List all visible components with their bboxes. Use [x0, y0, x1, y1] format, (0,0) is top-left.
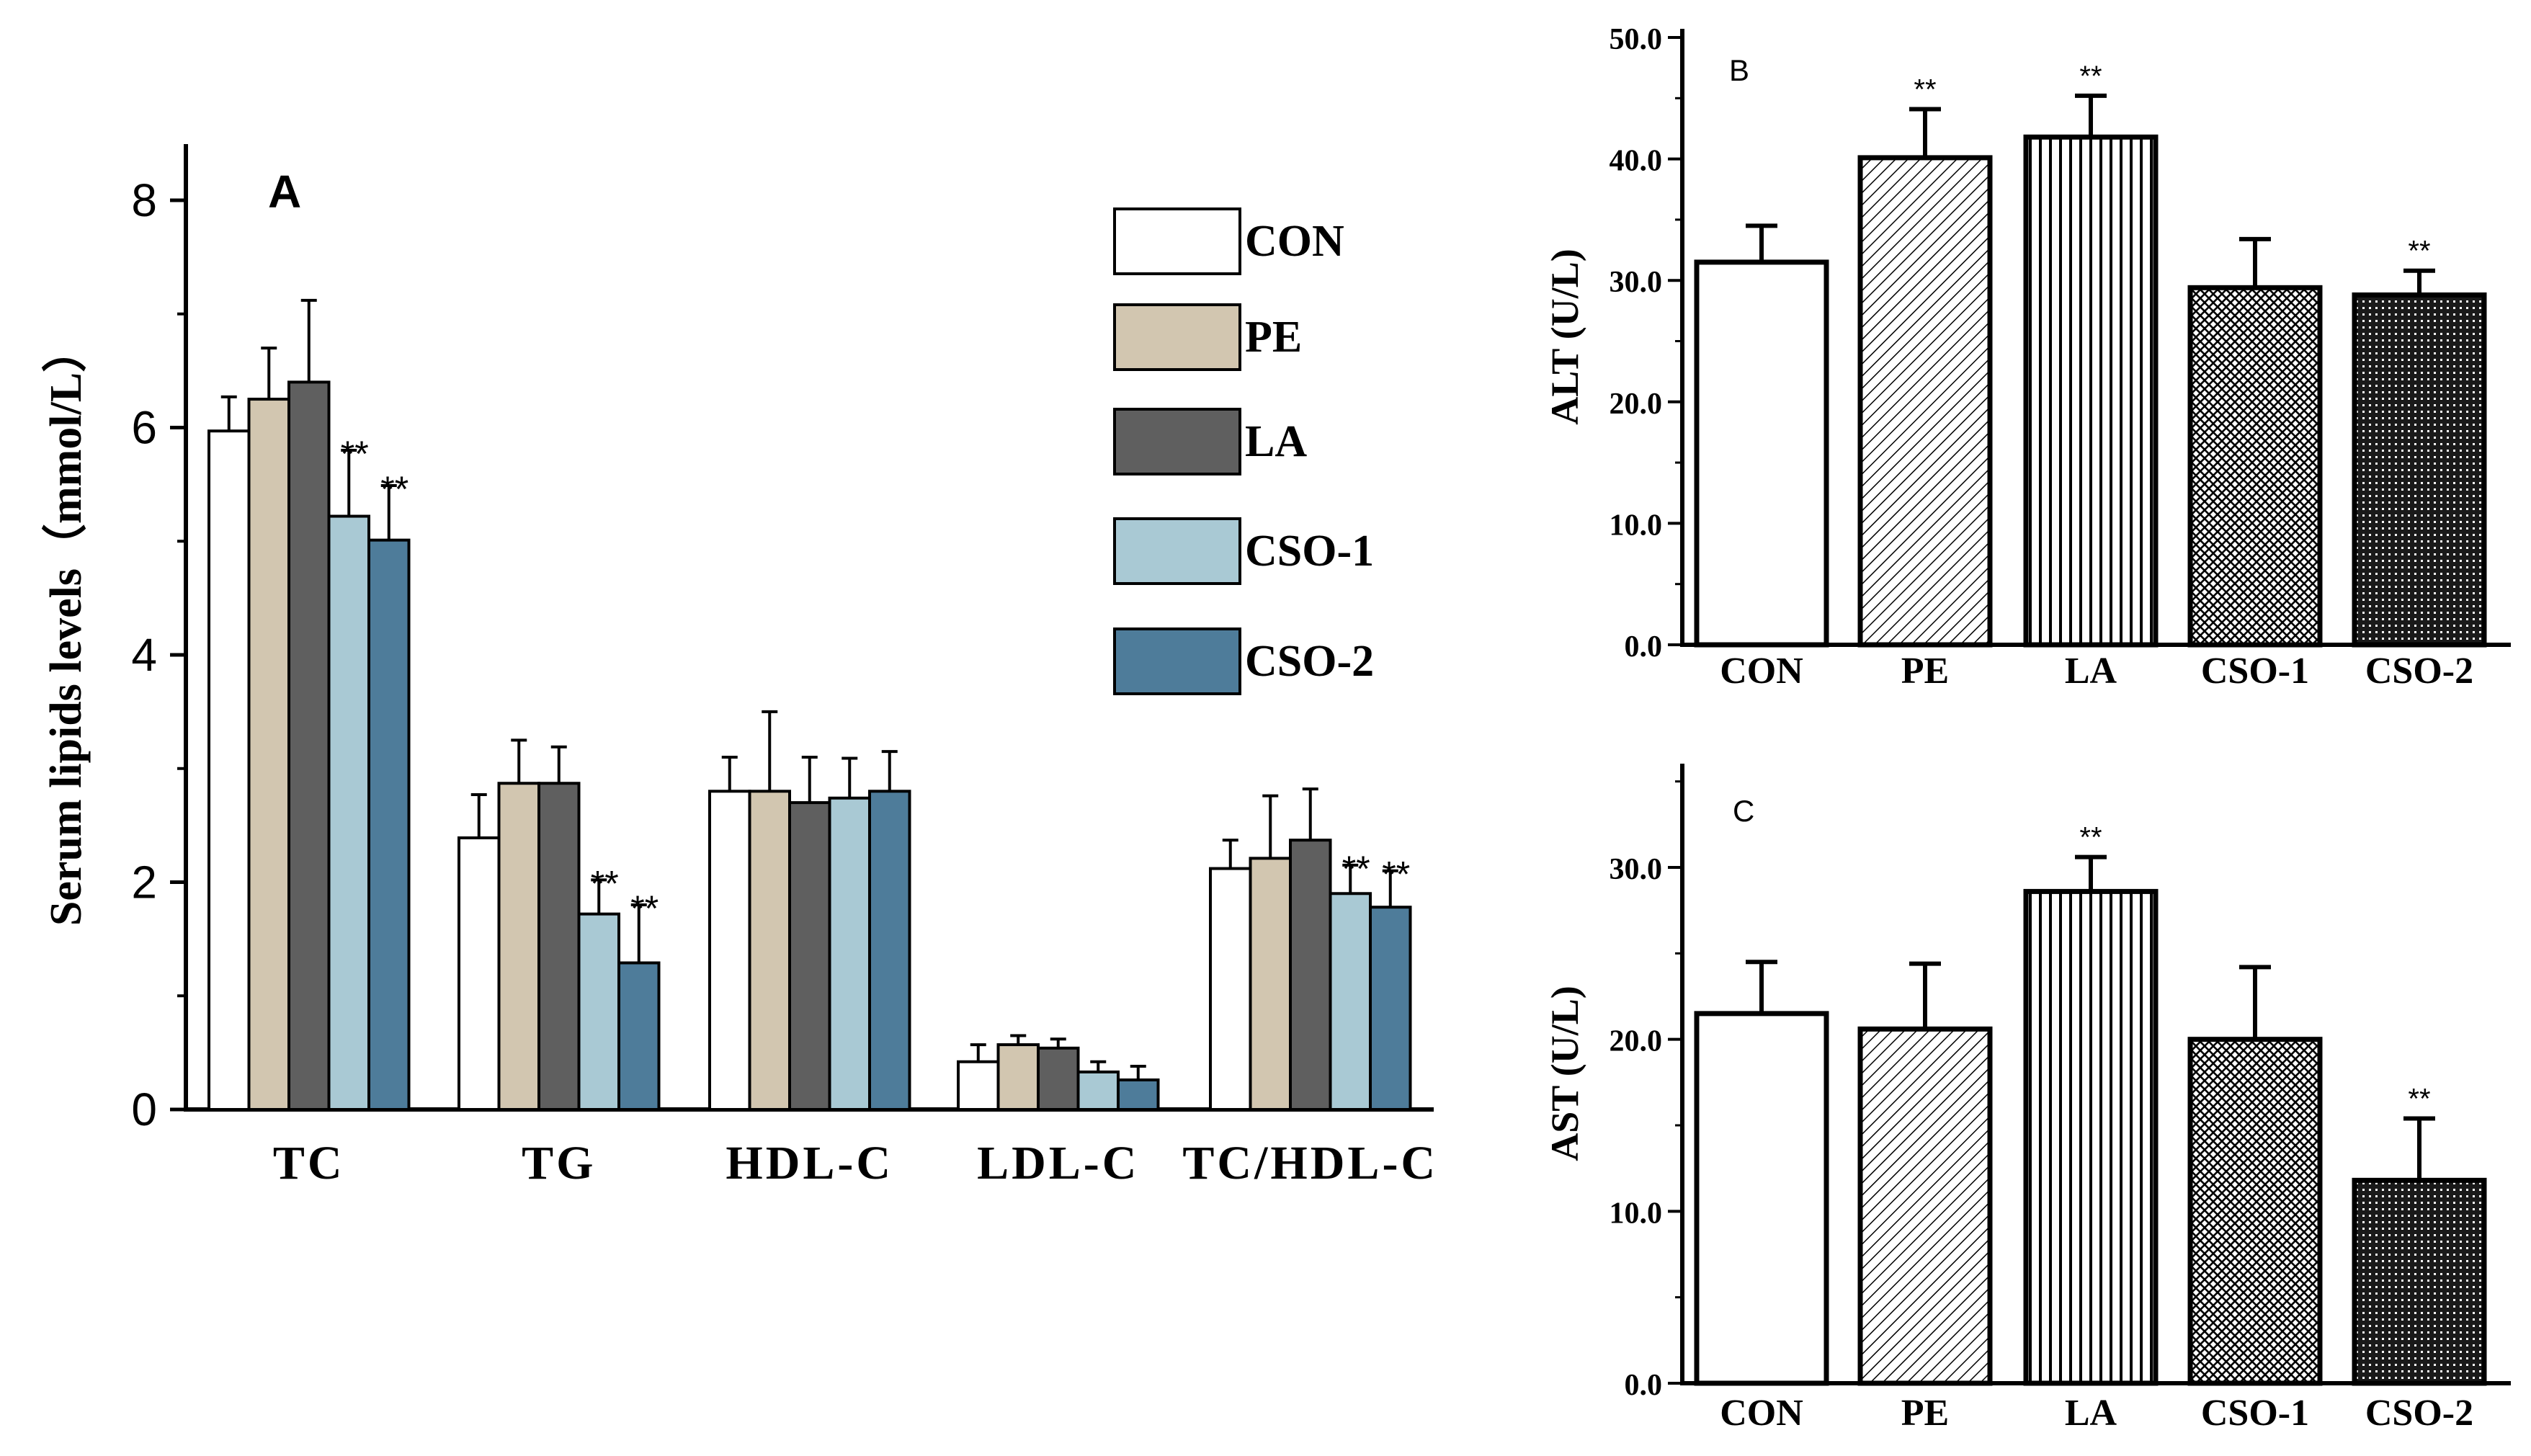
panel-a-legend-swatch-con — [1113, 207, 1241, 275]
panel-b-bar-cso-2 — [2352, 292, 2487, 648]
panel-a-bar-cso-1 — [1329, 892, 1372, 1112]
panel-b-y-tick-label: 10.0 — [1610, 509, 1663, 542]
panel-a-bar-con — [957, 1060, 1000, 1111]
panel-a-significance-mark: ** — [591, 863, 619, 903]
panel-a-bar-con — [207, 429, 251, 1111]
panel-a-y-tick-label: 4 — [131, 629, 157, 681]
panel-c-bar-la — [2023, 888, 2159, 1386]
panel-b-category-label: CSO-2 — [2365, 651, 2473, 692]
panel-a-bar-cso-2 — [868, 790, 911, 1112]
panel-a-legend-swatch-la — [1113, 408, 1241, 475]
panel-a-bar-cso-2 — [1117, 1078, 1160, 1111]
panel-a-letter: A — [268, 166, 301, 218]
panel-b-bar-cso-1 — [2187, 285, 2323, 648]
panel-a-bar-la — [788, 801, 831, 1111]
panel-a-bar-pe — [497, 782, 540, 1111]
panel-a-legend-label: CSO-2 — [1245, 637, 1374, 686]
panel-c-y-tick-label: 0.0 — [1625, 1369, 1663, 1402]
panel-a-bar-la — [1289, 839, 1332, 1111]
panel-b-category-label: CSO-1 — [2201, 651, 2309, 692]
panel-a-significance-mark: ** — [341, 434, 369, 474]
panel-a-category-label: HDL-C — [726, 1137, 893, 1189]
panel-a-category-label: TC/HDL-C — [1182, 1137, 1438, 1189]
panel-a-category-label: LDL-C — [977, 1137, 1139, 1189]
panel-a-bar-pe — [247, 398, 290, 1111]
panel-a-y-tick-label: 2 — [131, 857, 157, 908]
panel-b-y-tick-label: 40.0 — [1610, 145, 1663, 178]
panel-c-category-label: CSO-1 — [2201, 1393, 2309, 1434]
panel-c-significance-mark: ** — [2079, 822, 2102, 854]
panel-a-bar-la — [537, 782, 581, 1111]
panel-c-chart: 0.0 10.0 20.0 30.0 AST (U/L) C CON PE ** LA CSO-1 *… — [1543, 764, 2511, 1434]
panel-a-significance-mark: ** — [1342, 849, 1370, 889]
panel-c-category-label: CON — [1720, 1393, 1803, 1434]
panel-b-y-tick-label: 30.0 — [1610, 266, 1663, 299]
panel-a-bar-cso-1 — [1076, 1070, 1120, 1112]
panel-a-y-tick-label: 8 — [131, 174, 157, 226]
panel-a-y-tick-label: 6 — [131, 402, 157, 454]
panel-b-letter: B — [1729, 53, 1749, 87]
panel-b-y-axis-label: ALT (U/L) — [1543, 249, 1586, 425]
panel-a-legend-swatch-pe — [1113, 303, 1241, 371]
panel-a-bar-la — [287, 380, 331, 1111]
panel-a-bar-cso-2 — [1369, 906, 1412, 1111]
panel-a-legend-swatch-cso-2 — [1113, 627, 1241, 695]
panel-b-category-label: LA — [2065, 651, 2117, 692]
panel-a-y-tick-label: 0 — [131, 1084, 157, 1135]
panel-c-y-tick-label: 10.0 — [1610, 1197, 1663, 1230]
panel-a-legend-label: CSO-1 — [1245, 527, 1374, 576]
panel-b-bar-con — [1694, 259, 1829, 648]
panel-a-y-axis-label: Serum lipids levels（mmol/L） — [40, 328, 91, 926]
panel-b-category-label: PE — [1901, 651, 1949, 692]
panel-b-bar-la — [2023, 134, 2159, 648]
panel-a-bar-cso-1 — [577, 912, 620, 1112]
panel-a-bar-con — [708, 790, 751, 1112]
panel-a-bar-con — [457, 836, 501, 1112]
panel-a-bar-pe — [1249, 857, 1292, 1112]
panel-a-bar-cso-1 — [327, 514, 370, 1111]
panel-a-bar-pe — [996, 1043, 1040, 1112]
panel-a-legend-label: LA — [1245, 417, 1307, 466]
panel-b-y-tick-label: 20.0 — [1610, 388, 1663, 421]
panel-a-bar-la — [1037, 1046, 1080, 1111]
panel-b-significance-mark: ** — [1914, 73, 1936, 105]
panel-b-category-label: CON — [1720, 651, 1803, 692]
panel-a-bar-con — [1209, 867, 1252, 1111]
panel-a-significance-mark: ** — [630, 888, 659, 929]
panel-a-category-label: TC — [273, 1137, 345, 1189]
panel-c-category-label: LA — [2065, 1393, 2117, 1434]
panel-c-y-tick-label: 20.0 — [1610, 1025, 1663, 1058]
panel-b-y-tick-label: 50.0 — [1610, 23, 1663, 56]
panel-b-significance-mark: ** — [2408, 236, 2430, 267]
panel-a-bar-cso-2 — [367, 538, 411, 1111]
panel-b-significance-mark: ** — [2079, 61, 2102, 92]
panel-c-bar-cso-1 — [2187, 1037, 2323, 1386]
panel-a-legend-label: PE — [1245, 313, 1302, 362]
panel-a-chart: 0 2 4 6 8 Serum lipids levels（mmol/L） A ** ** TC *… — [40, 144, 1438, 1189]
panel-c-y-axis-label: AST (U/L) — [1543, 986, 1586, 1161]
panel-c-category-label: PE — [1901, 1393, 1949, 1434]
panel-a-legend-swatch-cso-1 — [1113, 517, 1241, 585]
panel-b-chart: 0.0 10.0 20.0 30.0 40.0 50.0 ALT (U/L) B CON ** PE… — [1543, 23, 2511, 692]
panel-c-bar-pe — [1857, 1026, 1993, 1386]
panel-a-bar-cso-2 — [617, 961, 661, 1111]
panel-c-significance-mark: ** — [2408, 1083, 2430, 1115]
panel-c-bar-cso-2 — [2352, 1177, 2487, 1386]
panel-c-category-label: CSO-2 — [2365, 1393, 2473, 1434]
panel-a-legend-label: CON — [1245, 217, 1344, 266]
panel-c-letter: C — [1733, 794, 1754, 828]
panel-a-significance-mark: ** — [380, 469, 409, 509]
panel-a-category-label: TG — [522, 1137, 596, 1189]
panel-b-bar-pe — [1857, 155, 1993, 648]
panel-c-y-tick-label: 30.0 — [1610, 853, 1663, 886]
panel-b-y-tick-label: 0.0 — [1625, 630, 1663, 664]
panel-a-bar-pe — [748, 790, 791, 1112]
panel-a-significance-mark: ** — [1382, 854, 1410, 895]
panel-a-bar-cso-1 — [828, 796, 871, 1111]
panel-c-bar-con — [1694, 1011, 1829, 1386]
